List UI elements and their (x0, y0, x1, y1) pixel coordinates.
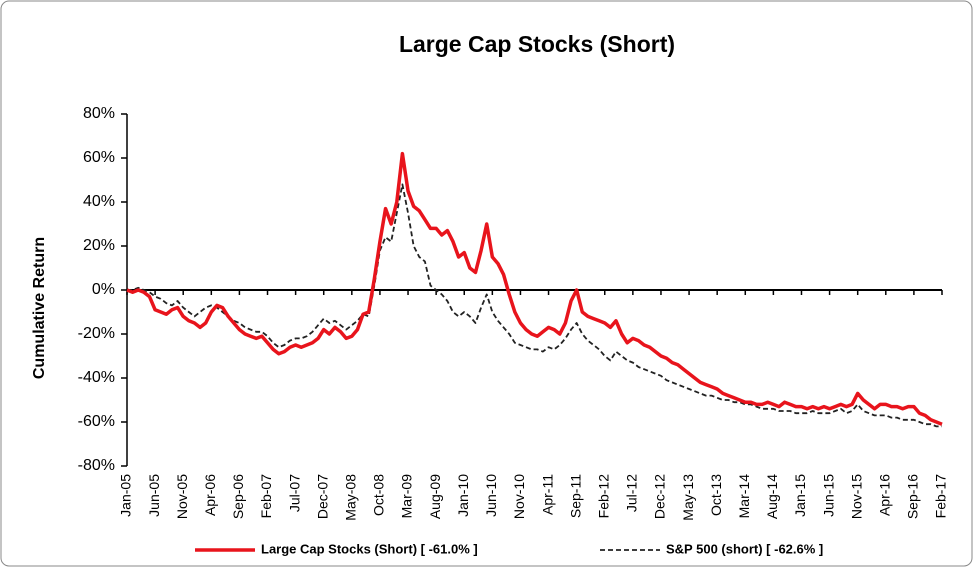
chart-title: Large Cap Stocks (Short) (399, 31, 675, 57)
x-tick-label: Apr-06 (202, 474, 218, 516)
x-tick-label: Oct-13 (708, 474, 724, 516)
x-tick-label: Mar-09 (399, 474, 415, 519)
x-tick-label: Feb-07 (258, 474, 274, 519)
x-tick-label: Apr-11 (539, 474, 555, 515)
x-tick-label: May-13 (680, 474, 696, 521)
x-tick-label: Jan-10 (455, 474, 471, 517)
y-tick-label: -20% (78, 325, 115, 342)
x-tick-label: Aug-14 (764, 474, 780, 519)
series-line (127, 183, 942, 428)
y-tick-label: -80% (78, 457, 115, 474)
x-tick-label: Oct-08 (371, 474, 387, 516)
y-tick-label: -40% (78, 369, 115, 386)
x-tick-label: Mar-14 (736, 474, 752, 519)
legend-label: S&P 500 (short) [ -62.6% ] (666, 541, 823, 556)
x-tick-label: Jul-07 (286, 474, 302, 512)
x-tick-label: Nov-10 (511, 474, 527, 519)
x-tick-label: Aug-09 (427, 474, 443, 519)
y-axis-label: Cumulative Return (31, 237, 48, 379)
x-tick-label: Dec-07 (314, 474, 330, 519)
x-tick-label: Jun-15 (820, 474, 836, 517)
x-tick-label: Apr-16 (876, 474, 892, 516)
y-tick-label: 0% (92, 281, 115, 298)
x-tick-label: Jul-12 (624, 474, 640, 512)
x-tick-label: Dec-12 (652, 474, 668, 519)
x-tick-label: Jun-10 (483, 474, 499, 517)
x-tick-label: Nov-05 (174, 474, 190, 519)
y-tick-label: 80% (83, 105, 115, 122)
x-tick-label: May-08 (343, 474, 359, 521)
x-tick-label: Feb-12 (595, 474, 611, 519)
x-tick-label: Jan-15 (792, 474, 808, 517)
x-tick-label: Sep-16 (905, 474, 921, 519)
y-tick-label: 60% (83, 149, 115, 166)
y-tick-label: -60% (78, 413, 115, 430)
x-tick-label: Nov-15 (848, 474, 864, 519)
y-tick-label: 40% (83, 193, 115, 210)
series-line (126, 151, 943, 426)
y-tick-label: 20% (83, 237, 115, 254)
x-tick-label: Jun-05 (146, 474, 162, 517)
x-tick-label: Feb-17 (933, 474, 949, 519)
legend-label: Large Cap Stocks (Short) [ -61.0% ] (261, 541, 478, 556)
x-tick-label: Sep-11 (567, 474, 583, 518)
x-tick-label: Sep-06 (230, 474, 246, 519)
x-tick-label: Jan-05 (118, 474, 134, 517)
